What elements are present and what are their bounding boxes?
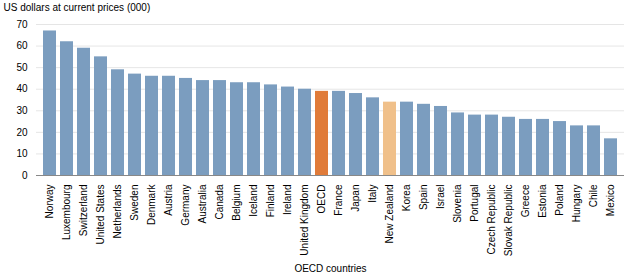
svg-text:United Kingdom: United Kingdom — [299, 185, 310, 256]
svg-text:Japan: Japan — [350, 185, 361, 212]
svg-text:Spain: Spain — [418, 185, 429, 211]
svg-text:30: 30 — [16, 105, 28, 116]
svg-text:Luxembourg: Luxembourg — [61, 185, 72, 241]
svg-text:New Zealand: New Zealand — [384, 185, 395, 244]
svg-text:Australia: Australia — [197, 184, 208, 223]
svg-text:Sweden: Sweden — [129, 185, 140, 221]
svg-text:Poland: Poland — [554, 185, 565, 216]
svg-text:OECD countries: OECD countries — [294, 263, 366, 274]
svg-text:60: 60 — [16, 40, 28, 51]
svg-text:United States: United States — [95, 185, 106, 245]
svg-text:Germany: Germany — [180, 185, 191, 226]
svg-text:0: 0 — [22, 170, 28, 181]
svg-text:Portugal: Portugal — [469, 185, 480, 222]
svg-text:Iceland: Iceland — [248, 185, 259, 217]
svg-text:Chile: Chile — [588, 184, 599, 207]
svg-text:Norway: Norway — [44, 185, 55, 219]
svg-text:Greece: Greece — [520, 184, 531, 217]
svg-text:Ireland: Ireland — [282, 185, 293, 216]
svg-text:40: 40 — [16, 83, 28, 94]
svg-text:Czech Republic: Czech Republic — [486, 185, 497, 255]
svg-text:Netherlands: Netherlands — [112, 185, 123, 239]
svg-text:Denmark: Denmark — [146, 184, 157, 226]
svg-text:Austria: Austria — [163, 184, 174, 216]
svg-text:Israel: Israel — [435, 185, 446, 209]
svg-text:Estonia: Estonia — [537, 184, 548, 218]
svg-text:US dollars at current prices (: US dollars at current prices (000) — [4, 2, 151, 13]
svg-text:Slovak Republic: Slovak Republic — [503, 185, 514, 257]
svg-text:Switzerland: Switzerland — [78, 185, 89, 237]
svg-text:Hungary: Hungary — [571, 185, 582, 223]
svg-text:Finland: Finland — [265, 185, 276, 218]
svg-text:Italy: Italy — [367, 185, 378, 203]
svg-text:50: 50 — [16, 62, 28, 73]
svg-text:Canada: Canada — [214, 184, 225, 219]
svg-text:Korea: Korea — [401, 184, 412, 211]
svg-text:Belgium: Belgium — [231, 185, 242, 221]
svg-text:Slovenia: Slovenia — [452, 184, 463, 223]
svg-text:France: France — [333, 184, 344, 216]
svg-text:Mexico: Mexico — [605, 184, 616, 216]
svg-text:10: 10 — [16, 148, 28, 159]
svg-text:70: 70 — [16, 19, 28, 30]
svg-text:OECD: OECD — [316, 185, 327, 214]
svg-text:20: 20 — [16, 127, 28, 138]
